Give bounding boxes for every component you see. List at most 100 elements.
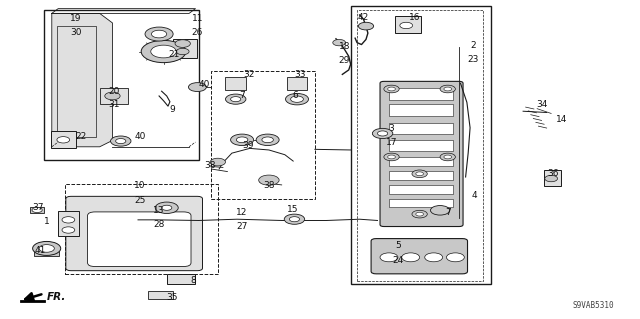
Circle shape bbox=[289, 217, 300, 222]
FancyBboxPatch shape bbox=[66, 196, 202, 271]
Circle shape bbox=[333, 40, 346, 46]
Circle shape bbox=[210, 158, 225, 166]
Circle shape bbox=[388, 155, 396, 159]
Text: 42: 42 bbox=[358, 13, 369, 22]
Text: 35: 35 bbox=[166, 293, 177, 302]
Text: 7: 7 bbox=[445, 208, 451, 217]
Circle shape bbox=[444, 87, 452, 91]
Circle shape bbox=[384, 85, 399, 93]
Bar bbox=[100, 88, 129, 104]
Circle shape bbox=[111, 136, 131, 146]
Text: FR.: FR. bbox=[47, 292, 67, 302]
Text: 10: 10 bbox=[134, 181, 146, 190]
Bar bbox=[357, 10, 483, 281]
Circle shape bbox=[400, 22, 413, 29]
Text: 20: 20 bbox=[109, 87, 120, 96]
Circle shape bbox=[378, 131, 388, 136]
Bar bbox=[34, 251, 60, 256]
Circle shape bbox=[262, 137, 273, 143]
Circle shape bbox=[416, 212, 424, 216]
Bar bbox=[173, 39, 197, 58]
Circle shape bbox=[145, 27, 173, 41]
Bar bbox=[287, 77, 307, 90]
Bar bbox=[389, 123, 453, 134]
Text: 22: 22 bbox=[75, 132, 86, 141]
Circle shape bbox=[285, 93, 308, 105]
Bar bbox=[58, 211, 79, 236]
Circle shape bbox=[425, 253, 443, 262]
Bar bbox=[211, 70, 315, 199]
Bar bbox=[51, 131, 76, 148]
Bar bbox=[389, 104, 453, 116]
Circle shape bbox=[230, 97, 241, 102]
Text: 23: 23 bbox=[468, 55, 479, 64]
Circle shape bbox=[230, 134, 253, 145]
Text: 25: 25 bbox=[134, 196, 145, 205]
Text: 2: 2 bbox=[470, 41, 476, 50]
Circle shape bbox=[416, 172, 424, 176]
Text: 4: 4 bbox=[472, 190, 477, 200]
Text: 37: 37 bbox=[32, 203, 44, 212]
Circle shape bbox=[444, 155, 452, 159]
Circle shape bbox=[176, 48, 189, 55]
Circle shape bbox=[412, 170, 428, 178]
Text: 5: 5 bbox=[395, 241, 401, 250]
Bar bbox=[148, 291, 173, 299]
Circle shape bbox=[384, 153, 399, 161]
Text: 33: 33 bbox=[294, 70, 305, 79]
Circle shape bbox=[545, 175, 557, 182]
Circle shape bbox=[440, 153, 456, 161]
Circle shape bbox=[116, 138, 126, 144]
Circle shape bbox=[236, 137, 248, 143]
Text: 36: 36 bbox=[547, 169, 559, 178]
Bar bbox=[167, 274, 195, 284]
Text: 29: 29 bbox=[339, 56, 350, 65]
Circle shape bbox=[440, 85, 456, 93]
Text: 11: 11 bbox=[191, 14, 203, 23]
Text: 21: 21 bbox=[169, 50, 180, 59]
Bar bbox=[44, 10, 198, 160]
Circle shape bbox=[259, 175, 279, 185]
Polygon shape bbox=[52, 13, 113, 147]
Circle shape bbox=[162, 205, 172, 210]
Text: 34: 34 bbox=[536, 100, 548, 109]
Text: 19: 19 bbox=[70, 14, 82, 23]
Circle shape bbox=[188, 83, 206, 92]
FancyBboxPatch shape bbox=[371, 239, 467, 274]
Bar bbox=[389, 198, 453, 206]
Bar bbox=[30, 206, 44, 213]
Text: 39: 39 bbox=[243, 141, 254, 150]
Circle shape bbox=[380, 253, 398, 262]
Circle shape bbox=[256, 134, 279, 145]
Circle shape bbox=[156, 202, 178, 213]
Text: 38: 38 bbox=[204, 161, 216, 170]
FancyBboxPatch shape bbox=[380, 81, 463, 226]
Text: 28: 28 bbox=[154, 220, 164, 229]
Text: 7: 7 bbox=[239, 92, 245, 100]
Circle shape bbox=[32, 207, 42, 212]
Text: 13: 13 bbox=[154, 206, 165, 215]
Circle shape bbox=[33, 241, 61, 256]
Circle shape bbox=[372, 128, 393, 138]
Bar bbox=[389, 140, 453, 151]
Circle shape bbox=[175, 40, 190, 48]
Text: 24: 24 bbox=[392, 256, 404, 265]
Circle shape bbox=[152, 30, 167, 38]
Bar bbox=[351, 6, 491, 284]
Text: 14: 14 bbox=[556, 115, 567, 124]
Circle shape bbox=[141, 41, 186, 63]
Circle shape bbox=[39, 245, 54, 252]
Text: 17: 17 bbox=[386, 138, 397, 147]
Text: 6: 6 bbox=[293, 92, 299, 100]
Text: 16: 16 bbox=[409, 13, 420, 22]
Text: 40: 40 bbox=[198, 80, 209, 89]
FancyBboxPatch shape bbox=[88, 212, 191, 267]
Text: 18: 18 bbox=[339, 42, 350, 51]
Bar bbox=[389, 157, 453, 167]
Text: 40: 40 bbox=[134, 132, 145, 141]
Circle shape bbox=[412, 210, 428, 218]
Text: 30: 30 bbox=[70, 28, 82, 37]
Text: 15: 15 bbox=[287, 205, 299, 214]
Circle shape bbox=[291, 96, 303, 102]
Bar bbox=[543, 170, 561, 186]
